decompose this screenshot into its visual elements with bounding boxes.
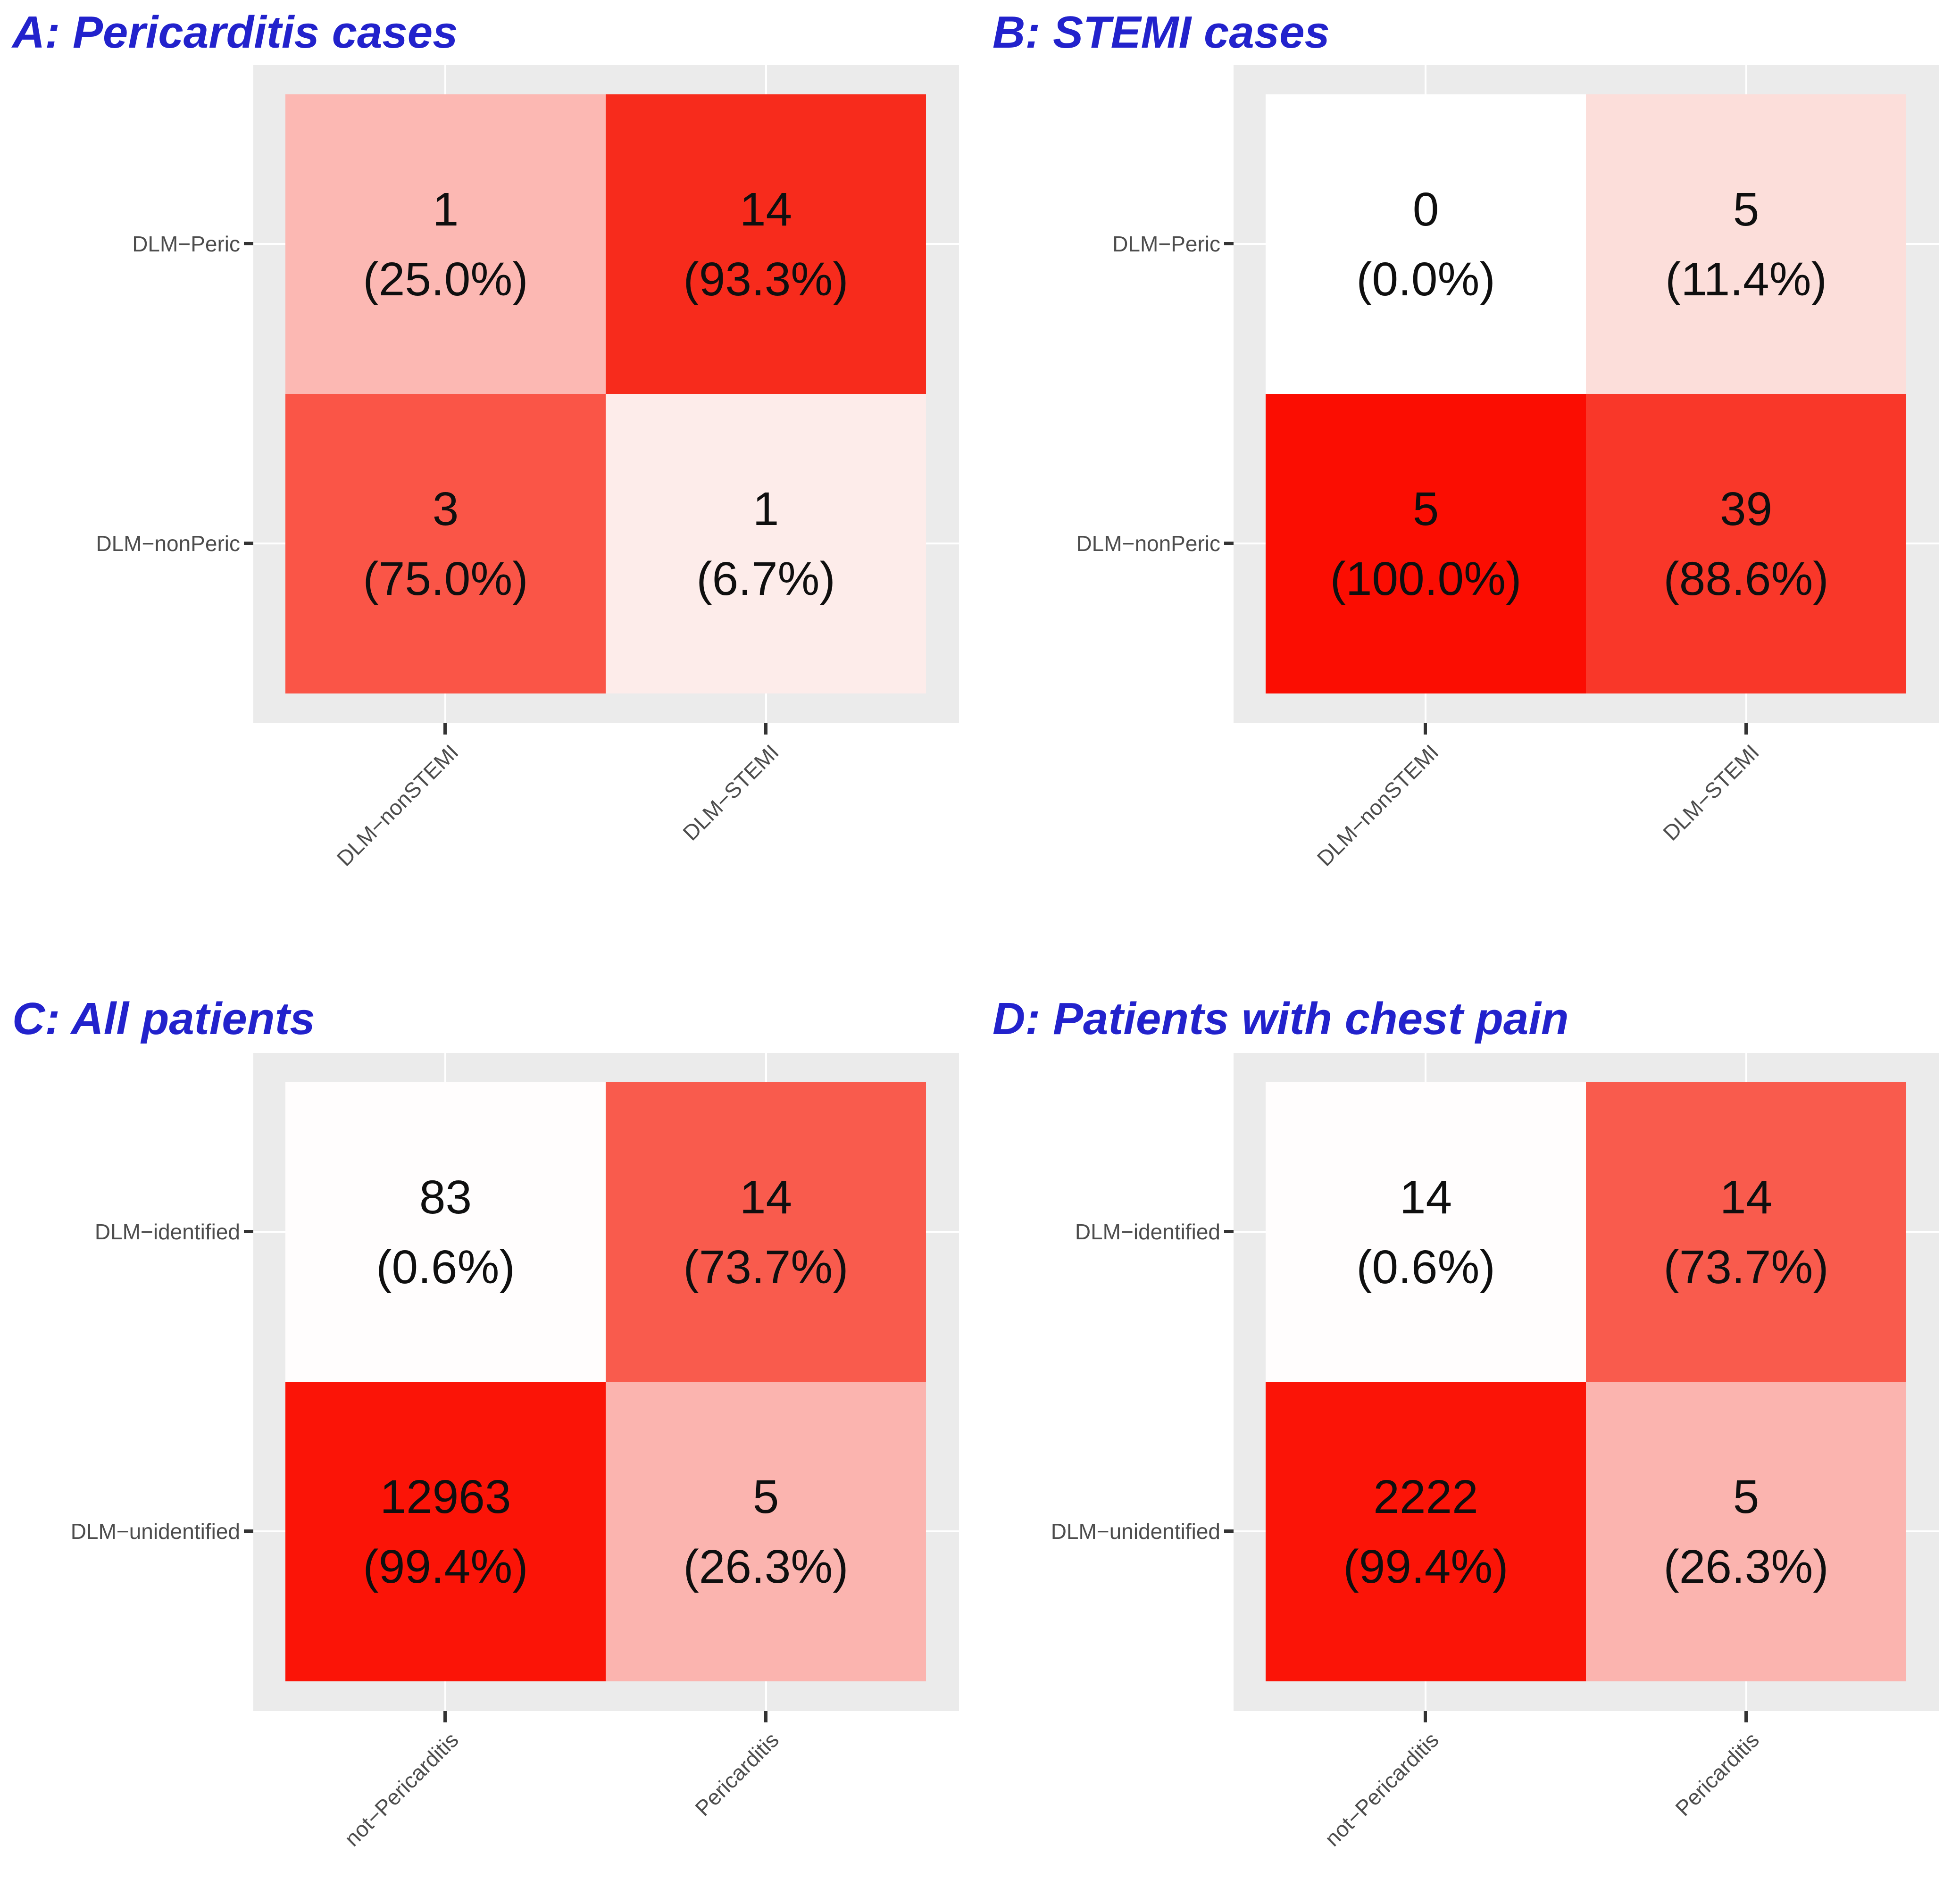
matrix-cell-top-left: 1 (25.0%) [285,94,606,394]
matrix-cell-bottom-right: 5 (26.3%) [1586,1382,1906,1681]
cell-count: 3 [432,482,459,535]
cell-count: 1 [752,482,779,535]
x-axis-tick [764,723,767,735]
panel-c: C: All patients 83 (0.6%) 14 (73.7%) 129… [0,948,980,1896]
y-axis-tick [244,242,253,245]
panel-c-plot-area: 83 (0.6%) 14 (73.7%) 12963 (99.4%) 5 (26… [71,1053,959,1851]
x-axis-tick [1424,723,1427,735]
matrix-cell-bottom-right: 5 (26.3%) [606,1382,926,1681]
x-axis-label: not−Pericarditis [1319,1727,1443,1851]
x-axis-label: DLM−nonSTEMI [332,739,463,871]
x-axis-label: not−Pericarditis [339,1727,463,1851]
y-axis-tick [244,1529,253,1533]
x-axis-tick [1744,723,1748,735]
matrix-cell-top-right: 14 (73.7%) [1586,1082,1906,1382]
cell-percent: (25.0%) [363,252,528,306]
y-axis-label: DLM−identified [1075,1219,1220,1244]
x-axis-label: DLM−nonSTEMI [1312,739,1443,871]
cell-percent: (75.0%) [363,552,528,605]
panel-b-plot-area: 0 (0.0%) 5 (11.4%) 5 (100.0%) 39 (88.6%) [1076,65,1939,871]
y-axis-label: DLM−unidentified [70,1519,240,1544]
panel-c-title: C: All patients [12,994,315,1044]
matrix-cell-top-right: 5 (11.4%) [1586,94,1906,394]
cell-count: 0 [1412,183,1439,236]
cell-percent: (100.0%) [1330,552,1522,605]
panel-a-title: A: Pericarditis cases [12,7,458,58]
panel-d-title: D: Patients with chest pain [993,994,1569,1044]
y-axis-label: DLM−unidentified [1051,1519,1220,1544]
cell-count: 5 [1412,482,1439,535]
cell-count: 5 [752,1470,779,1523]
matrix-cell-top-left: 14 (0.6%) [1266,1082,1586,1382]
x-axis-label: Pericarditis [690,1727,784,1821]
panel-b-title: B: STEMI cases [993,7,1330,58]
matrix-cell-bottom-left: 3 (75.0%) [285,394,606,693]
cell-percent: (93.3%) [683,252,849,306]
cell-percent: (26.3%) [1663,1540,1829,1593]
y-axis-tick [1224,242,1234,245]
cell-percent: (99.4%) [1343,1540,1509,1593]
panel-a: A: Pericarditis cases 1 (25.0%) 14 (93.3… [0,0,980,948]
matrix-cell-bottom-right: 1 (6.7%) [606,394,926,693]
cell-count: 83 [419,1170,472,1224]
x-axis-tick [443,723,447,735]
cell-count: 14 [739,183,792,236]
x-axis-label: DLM−STEMI [1658,739,1764,845]
matrix-tiles: 83 (0.6%) 14 (73.7%) 12963 (99.4%) 5 (26… [285,1082,926,1681]
panel-a-plot-area: 1 (25.0%) 14 (93.3%) 3 (75.0%) 1 (6.7%) [96,65,959,871]
matrix-tiles: 14 (0.6%) 14 (73.7%) 2222 (99.4%) 5 (26.… [1266,1082,1906,1681]
x-axis-label: Pericarditis [1670,1727,1764,1821]
cell-percent: (88.6%) [1663,552,1829,605]
matrix-cell-top-left: 0 (0.0%) [1266,94,1586,394]
cell-count: 5 [1733,183,1760,236]
matrix-cell-top-right: 14 (73.7%) [606,1082,926,1382]
cell-percent: (73.7%) [1663,1240,1829,1294]
y-axis-label: DLM−nonPeric [96,531,240,556]
y-axis-label: DLM−Peric [1112,232,1220,256]
y-axis-label: DLM−nonPeric [1076,531,1220,556]
cell-count: 39 [1719,482,1773,535]
x-axis-tick [764,1711,767,1722]
cell-count: 1 [432,183,459,236]
cell-percent: (0.0%) [1356,252,1495,306]
y-axis-label: DLM−identified [94,1219,240,1244]
matrix-cell-bottom-left: 2222 (99.4%) [1266,1382,1586,1681]
panel-b: B: STEMI cases 0 (0.0%) 5 (11.4%) 5 (100… [980,0,1960,948]
y-axis-tick [1224,1529,1234,1533]
y-axis-tick [1224,542,1234,545]
cell-count: 12963 [380,1470,511,1523]
cell-count: 5 [1733,1470,1760,1523]
cell-percent: (0.6%) [376,1240,515,1294]
cell-count: 14 [739,1170,792,1224]
matrix-cell-bottom-left: 12963 (99.4%) [285,1382,606,1681]
cell-percent: (6.7%) [696,552,835,605]
cell-percent: (0.6%) [1356,1240,1495,1294]
cell-percent: (99.4%) [363,1540,528,1593]
y-axis-label: DLM−Peric [132,232,240,256]
cell-count: 14 [1399,1170,1452,1224]
cell-percent: (73.7%) [683,1240,849,1294]
matrix-cell-top-right: 14 (93.3%) [606,94,926,394]
y-axis-tick [244,1230,253,1233]
x-axis-tick [1424,1711,1427,1722]
y-axis-tick [1224,1230,1234,1233]
matrix-cell-bottom-left: 5 (100.0%) [1266,394,1586,693]
cell-count: 2222 [1373,1470,1478,1523]
matrix-cell-bottom-right: 39 (88.6%) [1586,394,1906,693]
x-axis-label: DLM−STEMI [678,739,784,845]
matrix-tiles: 0 (0.0%) 5 (11.4%) 5 (100.0%) 39 (88.6%) [1266,94,1906,693]
cell-count: 14 [1719,1170,1773,1224]
panel-d-plot-area: 14 (0.6%) 14 (73.7%) 2222 (99.4%) 5 (26.… [1051,1053,1939,1851]
y-axis-tick [244,542,253,545]
cell-percent: (26.3%) [683,1540,849,1593]
cell-percent: (11.4%) [1665,252,1827,306]
x-axis-tick [1744,1711,1748,1722]
x-axis-tick [443,1711,447,1722]
matrix-cell-top-left: 83 (0.6%) [285,1082,606,1382]
matrix-tiles: 1 (25.0%) 14 (93.3%) 3 (75.0%) 1 (6.7%) [285,94,926,693]
panel-d: D: Patients with chest pain 14 (0.6%) 14… [980,948,1960,1896]
